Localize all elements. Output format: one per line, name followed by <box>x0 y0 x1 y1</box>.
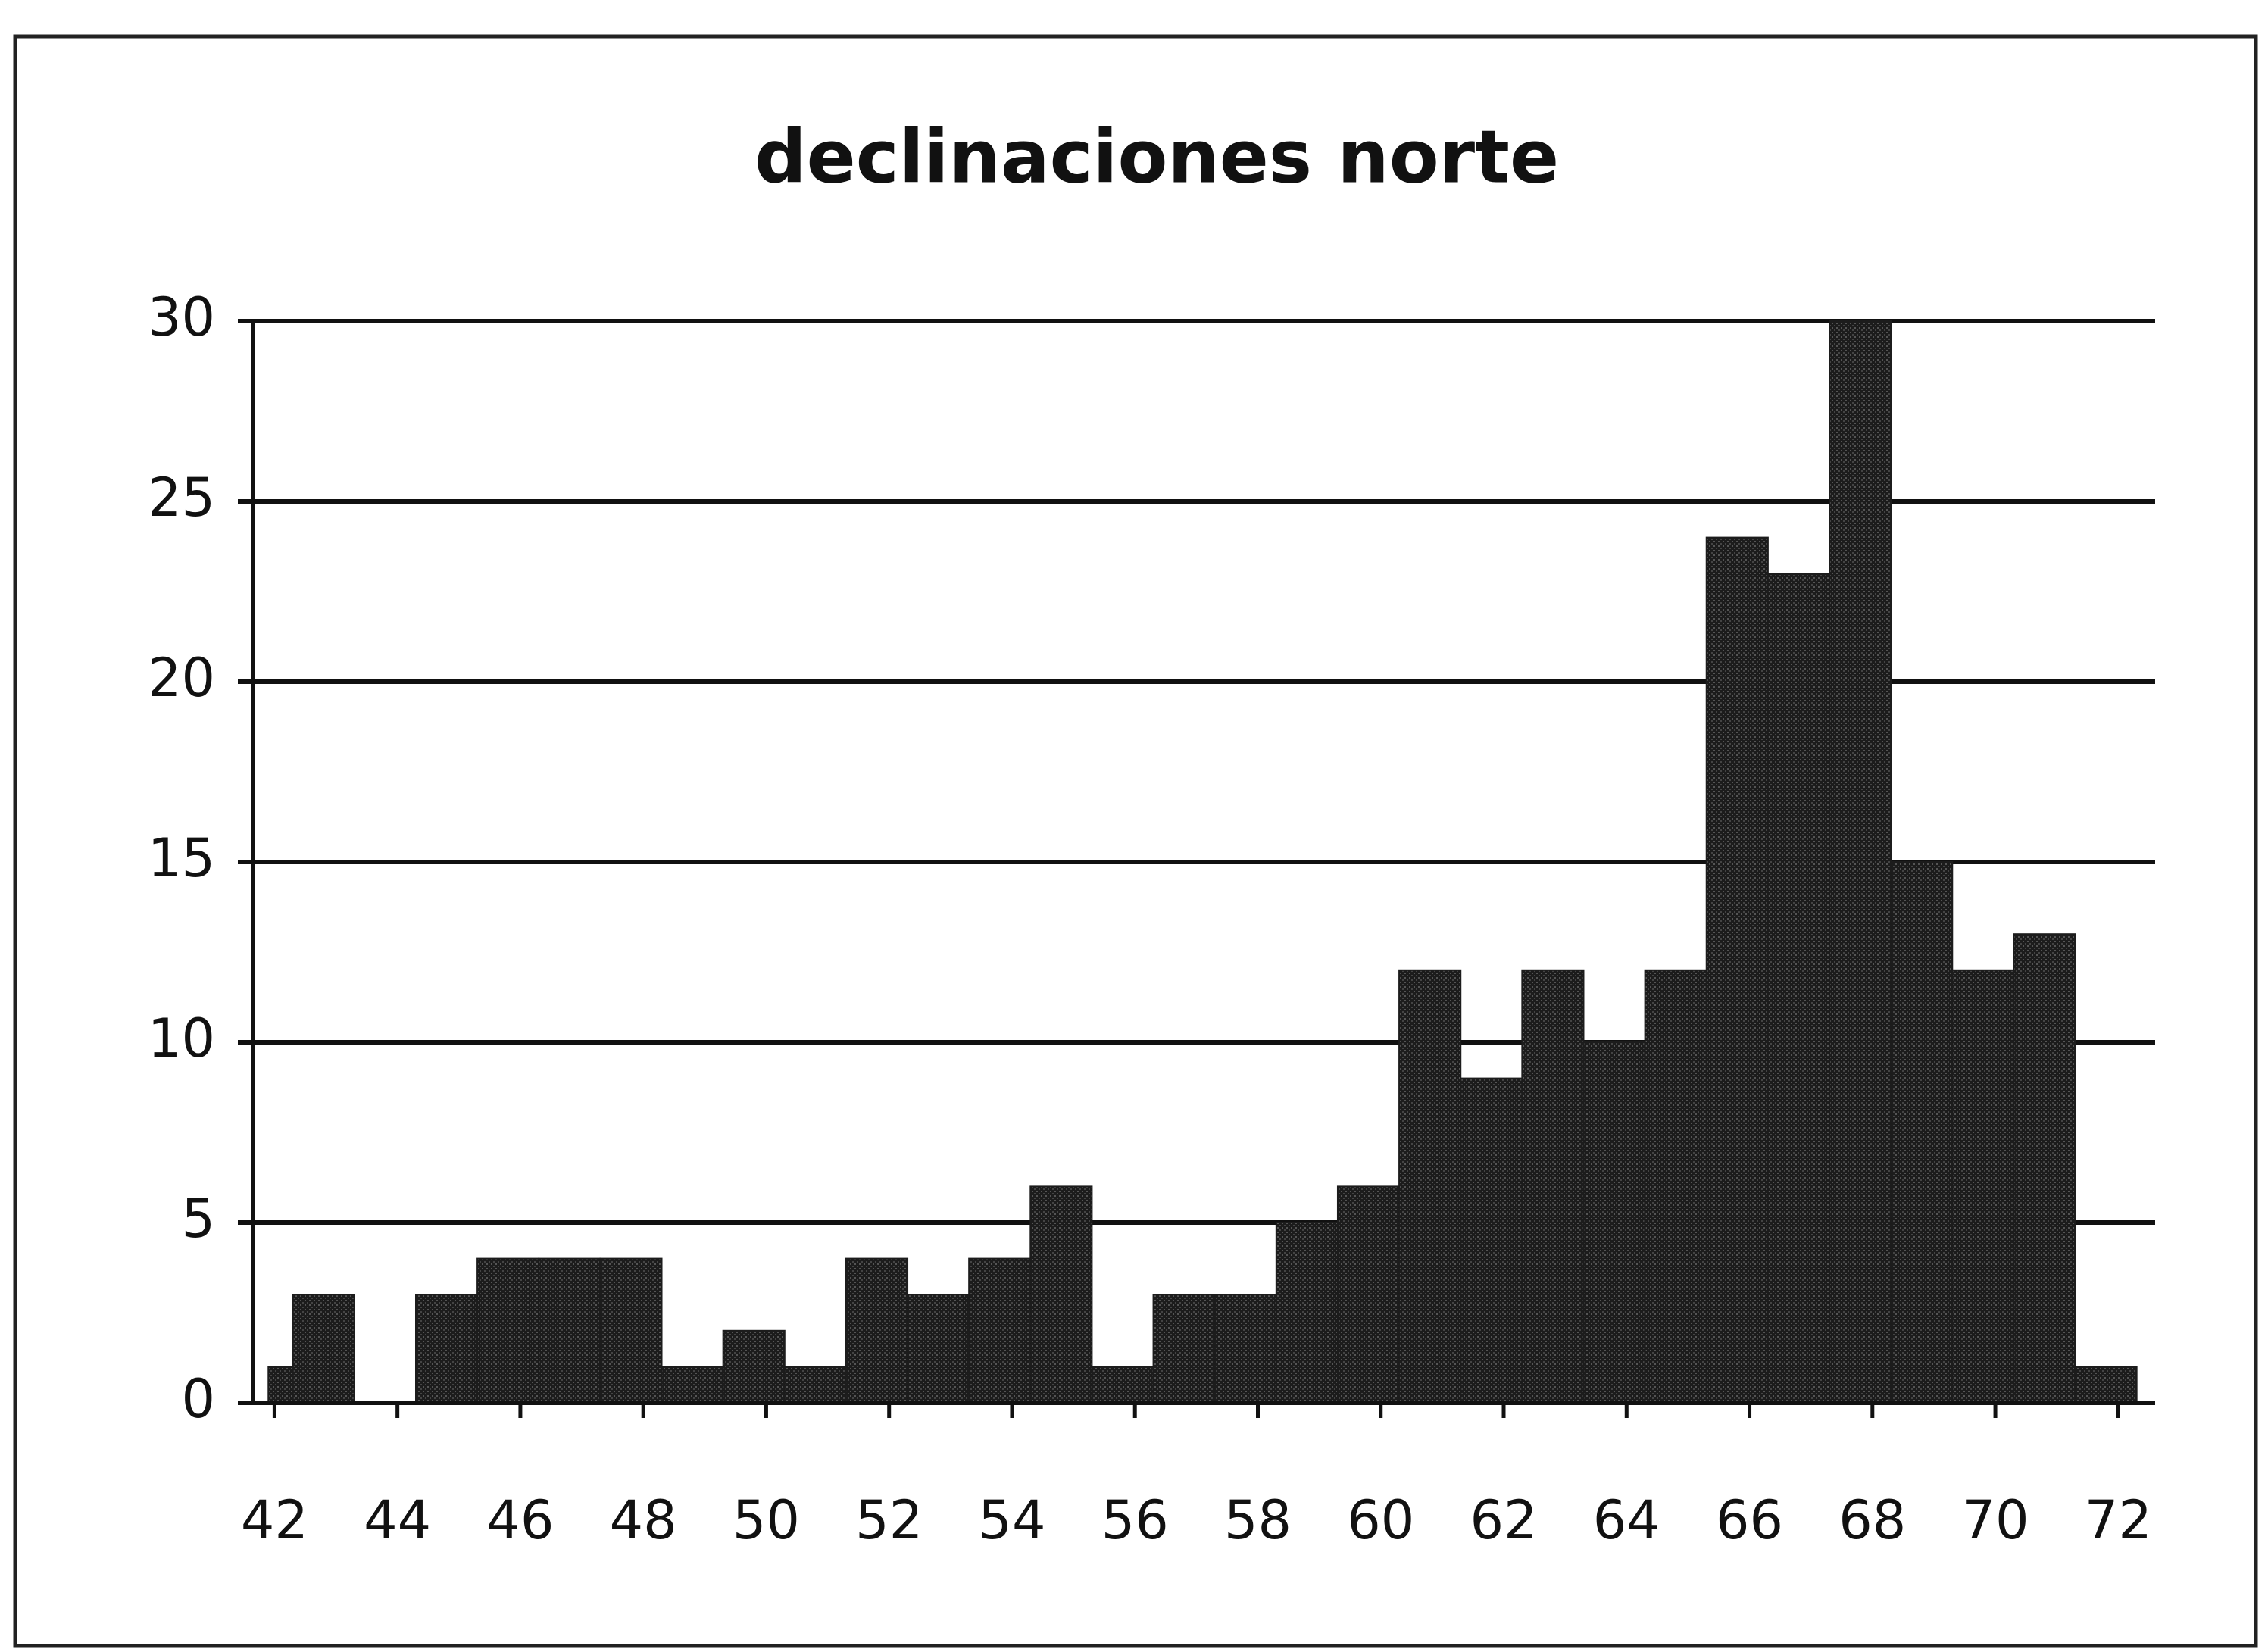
bar <box>292 1294 355 1404</box>
x-tick-label: 44 <box>364 1489 431 1551</box>
bar <box>1091 1366 1154 1404</box>
y-tick-label: 20 <box>148 647 215 709</box>
x-tick-label: 52 <box>855 1489 923 1551</box>
x-tick-label: 48 <box>610 1489 677 1551</box>
bar <box>661 1366 724 1404</box>
bar <box>1521 969 1585 1404</box>
bar <box>1951 969 2015 1404</box>
bar <box>907 1294 970 1404</box>
x-tick-label: 60 <box>1347 1489 1414 1551</box>
bar <box>1767 573 1831 1404</box>
y-tick-label: 25 <box>148 467 215 529</box>
x-tick-label: 54 <box>978 1489 1045 1551</box>
x-tick-label: 62 <box>1470 1489 1537 1551</box>
y-tick-label: 0 <box>181 1368 215 1430</box>
bar <box>1460 1077 1523 1404</box>
bar <box>476 1257 540 1404</box>
bar <box>1705 536 1769 1404</box>
x-tick-label: 58 <box>1224 1489 1292 1551</box>
bar <box>1890 861 1954 1404</box>
x-tick-label: 72 <box>2085 1489 2152 1551</box>
bar <box>1582 1041 1646 1404</box>
y-tick-label: 30 <box>148 286 215 348</box>
x-tick-label: 66 <box>1716 1489 1783 1551</box>
bar <box>722 1329 786 1404</box>
bar <box>1029 1185 1093 1404</box>
x-tick-label: 68 <box>1838 1489 1906 1551</box>
bar <box>968 1257 1032 1404</box>
chart-title: declinaciones norte <box>754 114 1559 199</box>
chart-border <box>13 34 2258 1648</box>
x-tick-label: 70 <box>1962 1489 2029 1551</box>
bar <box>599 1257 663 1404</box>
bar <box>414 1294 479 1404</box>
bar <box>267 1366 294 1404</box>
bar <box>1336 1185 1401 1404</box>
bar <box>1829 320 1892 1404</box>
bar <box>1644 969 1707 1404</box>
x-tick-label: 50 <box>733 1489 800 1551</box>
bar <box>2013 933 2076 1404</box>
bar <box>1214 1294 1277 1404</box>
x-tick-label: 64 <box>1593 1489 1660 1551</box>
y-tick-label: 10 <box>148 1007 215 1070</box>
bar <box>1398 969 1462 1404</box>
bar <box>2074 1366 2138 1404</box>
bar <box>845 1257 909 1404</box>
bar <box>538 1257 601 1404</box>
y-tick-label: 15 <box>148 827 215 889</box>
bar <box>1275 1222 1339 1404</box>
bar <box>783 1366 847 1404</box>
x-tick-label: 42 <box>241 1489 308 1551</box>
y-tick-label: 5 <box>181 1188 215 1250</box>
x-tick-label: 46 <box>486 1489 554 1551</box>
x-tick-label: 56 <box>1101 1489 1169 1551</box>
bar <box>1152 1294 1216 1404</box>
